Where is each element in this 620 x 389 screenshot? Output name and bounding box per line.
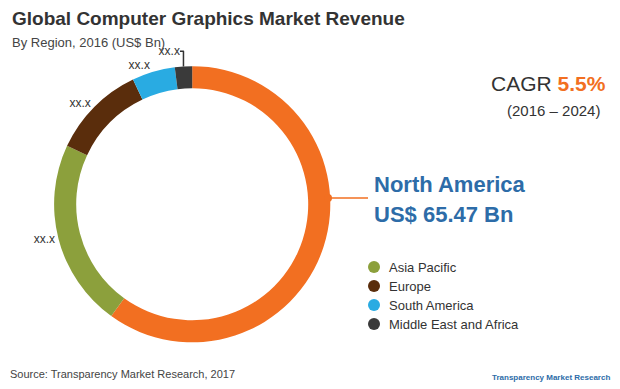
svg-text:(2016 – 2024): (2016 – 2024) <box>507 102 600 119</box>
svg-text:xx.x: xx.x <box>159 44 180 58</box>
svg-text:Source: Transparency Market Re: Source: Transparency Market Research, 20… <box>10 368 235 380</box>
svg-text:Global Computer Graphics Marke: Global Computer Graphics Market Revenue <box>12 8 405 29</box>
html-text:Europe: Europe <box>389 279 431 294</box>
svg-text:Transparency Market Research: Transparency Market Research <box>492 373 610 382</box>
svg-text:By Region, 2016 (US$ Bn): By Region, 2016 (US$ Bn) <box>12 35 165 50</box>
html-text:Asia Pacific: Asia Pacific <box>389 260 457 275</box>
svg-text:US$ 65.47 Bn: US$ 65.47 Bn <box>374 202 513 227</box>
svg-text:North America: North America <box>374 172 526 197</box>
html-text:South America: South America <box>389 298 474 313</box>
svg-text:CAGR 5.5%: CAGR 5.5% <box>491 72 606 95</box>
html-text:Middle East and Africa: Middle East and Africa <box>389 317 519 332</box>
svg-text:xx.x: xx.x <box>69 96 90 110</box>
svg-text:xx.x: xx.x <box>34 232 55 246</box>
svg-text:xx.x: xx.x <box>129 58 150 72</box>
